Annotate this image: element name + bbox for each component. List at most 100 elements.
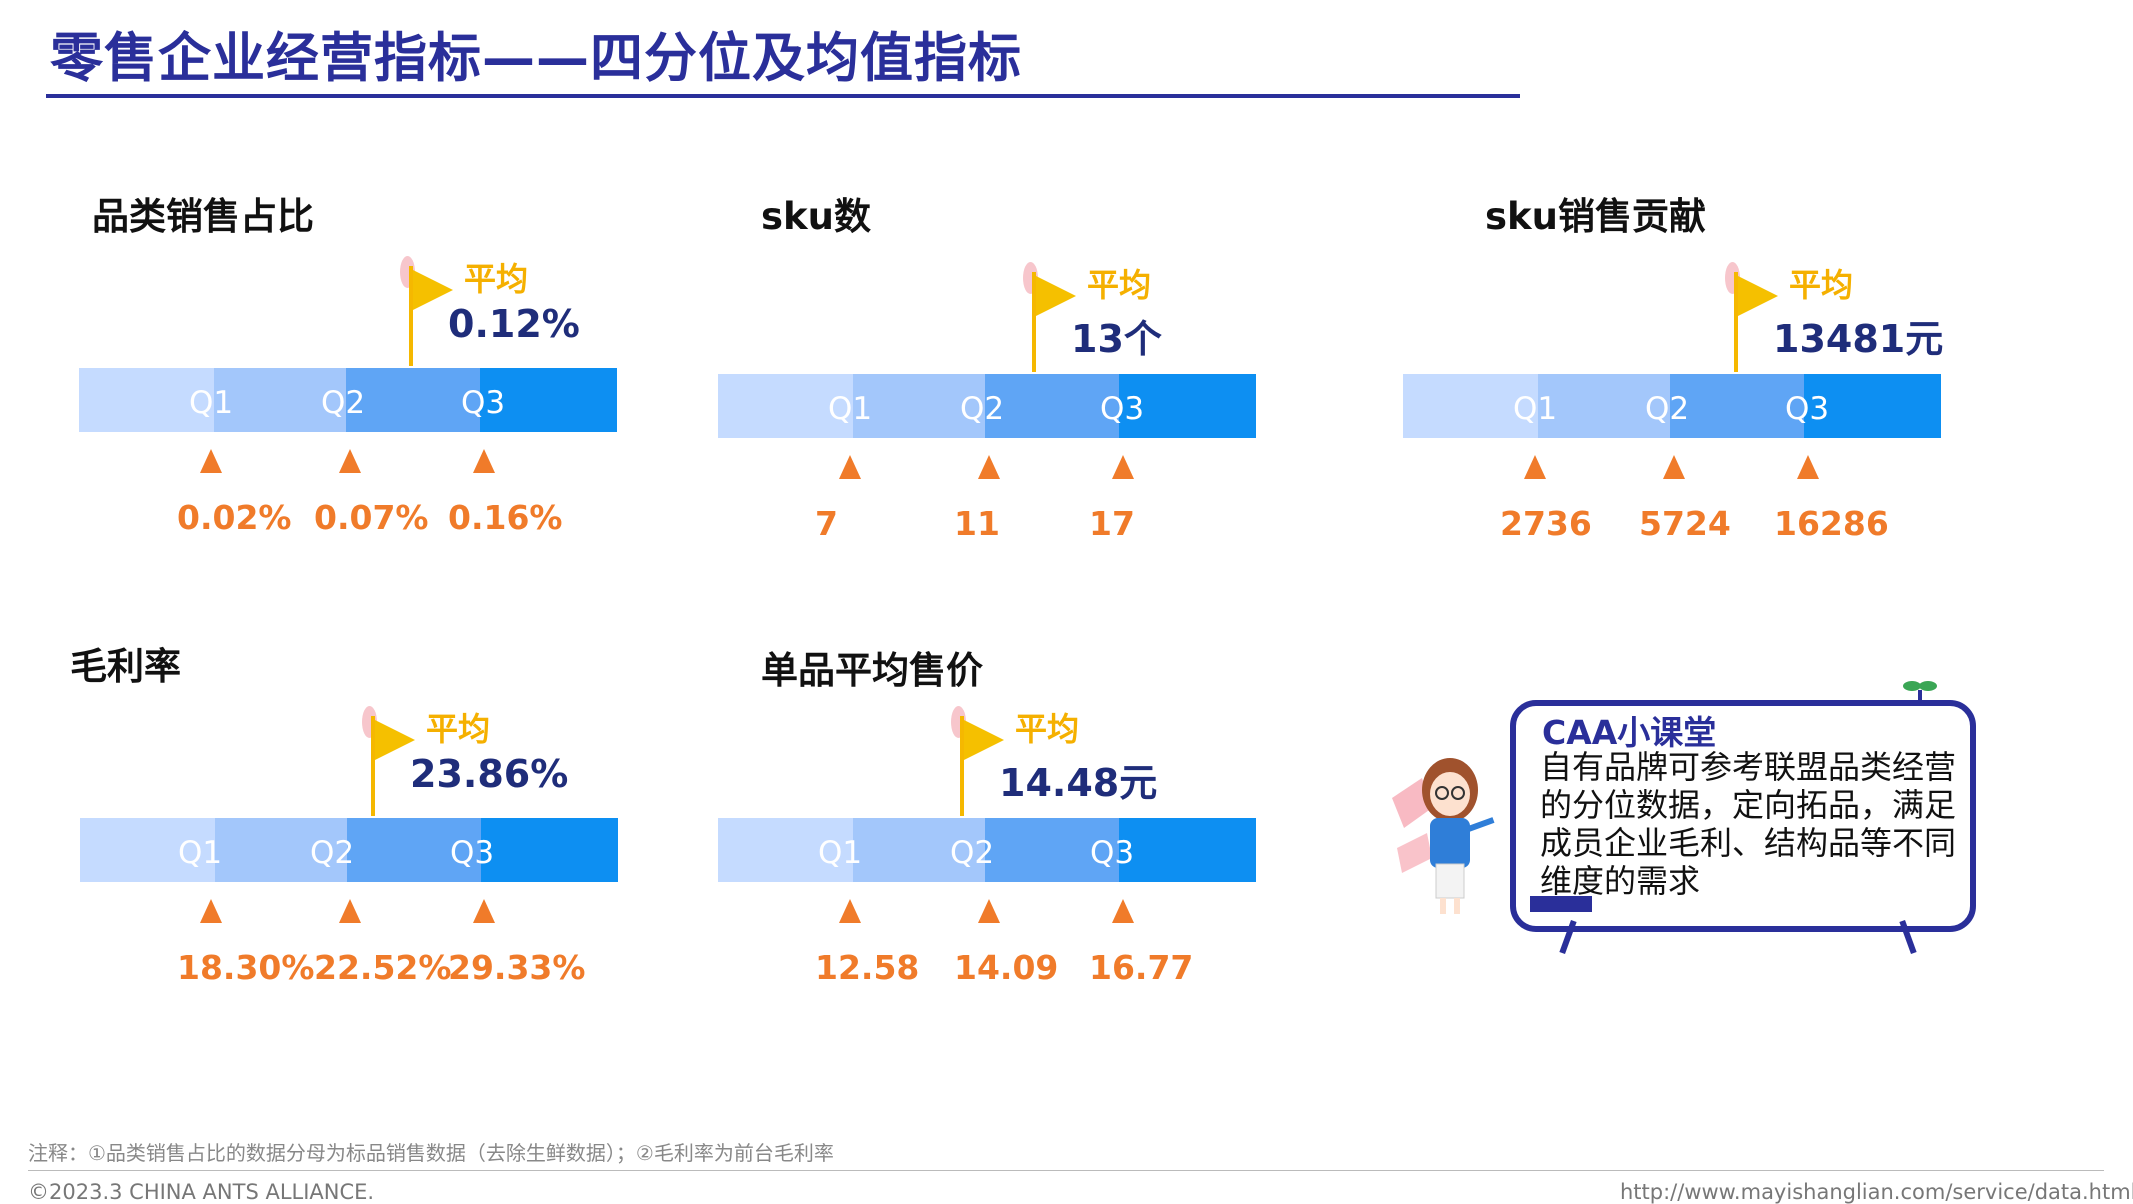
metric-title: sku销售贡献 bbox=[1485, 195, 1706, 238]
metric-card-gross-margin: 毛利率 平均 23.86% Q1 Q2 Q3 18.30% 22.52% 29.… bbox=[70, 636, 670, 996]
q3-marker-icon bbox=[1112, 899, 1134, 923]
bar-segment-4 bbox=[1119, 374, 1256, 438]
metric-card-avg-unit-price: 单品平均售价 平均 14.48元 Q1 Q2 Q3 12.58 14.09 16… bbox=[718, 640, 1361, 1000]
average-label: 平均 bbox=[1789, 266, 1854, 304]
average-label: 平均 bbox=[426, 710, 491, 748]
page-title: 零售企业经营指标——四分位及均值指标 bbox=[50, 28, 1022, 89]
flag-pole-icon bbox=[960, 716, 964, 816]
quartile-bar bbox=[718, 374, 1256, 438]
metric-card-category-share: 品类销售占比 平均 0.12% Q1 Q2 Q3 0.02% 0.07% 0.1… bbox=[79, 186, 692, 546]
caa-body-text: 自有品牌可参考联盟品类经营的分位数据，定向拓品，满足成员企业毛利、结构品等不同维… bbox=[1540, 748, 1957, 900]
q2-value: 11 bbox=[954, 504, 1000, 543]
q1-value: 18.30% bbox=[177, 948, 315, 987]
q1-label: Q1 bbox=[189, 385, 234, 421]
sprout-icon bbox=[1903, 681, 1937, 706]
bar-segment-3 bbox=[347, 818, 481, 882]
average-value: 13个 bbox=[1071, 317, 1162, 361]
flag-icon bbox=[413, 270, 453, 310]
average-label: 平均 bbox=[464, 260, 529, 298]
flag-pole-icon bbox=[1734, 272, 1738, 372]
average-value: 14.48元 bbox=[999, 761, 1158, 805]
q3-value: 29.33% bbox=[448, 948, 586, 987]
q1-marker-icon bbox=[839, 899, 861, 923]
q2-marker-icon bbox=[978, 899, 1000, 923]
bar-segment-3 bbox=[985, 374, 1119, 438]
bar-segment-3 bbox=[1670, 374, 1804, 438]
q2-marker-icon bbox=[978, 455, 1000, 479]
q3-value: 0.16% bbox=[448, 498, 563, 537]
caa-board bbox=[1510, 700, 1976, 932]
board-stand bbox=[1530, 896, 1592, 912]
bar-segment-4 bbox=[1119, 818, 1256, 882]
q3-label: Q3 bbox=[461, 385, 506, 421]
flag-pole-icon bbox=[371, 716, 375, 816]
q1-label: Q1 bbox=[178, 835, 223, 871]
q3-value: 16.77 bbox=[1089, 948, 1194, 987]
q3-label: Q3 bbox=[1785, 391, 1830, 427]
copyright: ©2023.3 CHINA ANTS ALLIANCE. bbox=[28, 1180, 375, 1204]
q1-label: Q1 bbox=[828, 391, 873, 427]
source-url: http://www.mayishanglian.com/service/dat… bbox=[1620, 1180, 2133, 1204]
q1-marker-icon bbox=[1524, 455, 1546, 479]
q2-label: Q2 bbox=[960, 391, 1005, 427]
footer-divider bbox=[28, 1170, 2104, 1171]
q3-value: 17 bbox=[1089, 504, 1135, 543]
q2-marker-icon bbox=[1663, 455, 1685, 479]
q3-marker-icon bbox=[473, 899, 495, 923]
caa-title: CAA小课堂 bbox=[1542, 713, 1717, 752]
q1-marker-icon bbox=[200, 449, 222, 473]
bar-segment-1 bbox=[718, 374, 853, 438]
bar-segment-2 bbox=[214, 368, 346, 432]
metric-title: sku数 bbox=[761, 195, 871, 238]
bar-segment-1 bbox=[1403, 374, 1538, 438]
flag-icon bbox=[1738, 276, 1778, 316]
metric-title: 品类销售占比 bbox=[92, 195, 314, 238]
flag-icon bbox=[1036, 276, 1076, 316]
q2-value: 0.07% bbox=[314, 498, 429, 537]
metric-card-sku-count: sku数 平均 13个 Q1 Q2 Q3 7 11 17 bbox=[718, 186, 1361, 546]
bar-segment-4 bbox=[480, 368, 617, 432]
bar-segment-2 bbox=[1538, 374, 1670, 438]
q2-label: Q2 bbox=[950, 835, 995, 871]
bar-segment-1 bbox=[718, 818, 853, 882]
quartile-bar bbox=[79, 368, 617, 432]
q2-marker-icon bbox=[339, 449, 361, 473]
bar-segment-3 bbox=[985, 818, 1119, 882]
q3-marker-icon bbox=[473, 449, 495, 473]
bar-segment-4 bbox=[1804, 374, 1941, 438]
flag-pole-icon bbox=[409, 266, 413, 366]
q1-value: 2736 bbox=[1500, 504, 1592, 543]
quartile-bar bbox=[718, 818, 1256, 882]
q1-value: 12.58 bbox=[815, 948, 920, 987]
q2-value: 22.52% bbox=[314, 948, 452, 987]
q2-value: 14.09 bbox=[954, 948, 1059, 987]
average-value: 0.12% bbox=[448, 302, 580, 346]
title-underline bbox=[46, 94, 1520, 98]
average-label: 平均 bbox=[1087, 266, 1152, 304]
q1-value: 0.02% bbox=[177, 498, 292, 537]
q1-marker-icon bbox=[200, 899, 222, 923]
q1-label: Q1 bbox=[818, 835, 863, 871]
flag-icon bbox=[964, 720, 1004, 760]
q3-label: Q3 bbox=[1100, 391, 1145, 427]
q2-marker-icon bbox=[339, 899, 361, 923]
average-value: 13481元 bbox=[1773, 317, 1944, 361]
q2-label: Q2 bbox=[1645, 391, 1690, 427]
q3-marker-icon bbox=[1797, 455, 1819, 479]
quartile-bar bbox=[1403, 374, 1941, 438]
q2-label: Q2 bbox=[310, 835, 355, 871]
q1-label: Q1 bbox=[1513, 391, 1558, 427]
q3-marker-icon bbox=[1112, 455, 1134, 479]
bar-segment-3 bbox=[346, 368, 480, 432]
q3-label: Q3 bbox=[1090, 835, 1135, 871]
average-label: 平均 bbox=[1015, 710, 1080, 748]
average-value: 23.86% bbox=[410, 752, 569, 796]
metric-card-sku-contribution: sku销售贡献 平均 13481元 Q1 Q2 Q3 2736 5724 162… bbox=[1403, 186, 2085, 546]
bar-segment-1 bbox=[80, 818, 215, 882]
bar-segment-1 bbox=[79, 368, 214, 432]
bar-segment-2 bbox=[853, 374, 985, 438]
q1-marker-icon bbox=[839, 455, 861, 479]
metric-title: 单品平均售价 bbox=[761, 649, 983, 692]
flag-pole-icon bbox=[1032, 272, 1036, 372]
q3-value: 16286 bbox=[1774, 504, 1889, 543]
